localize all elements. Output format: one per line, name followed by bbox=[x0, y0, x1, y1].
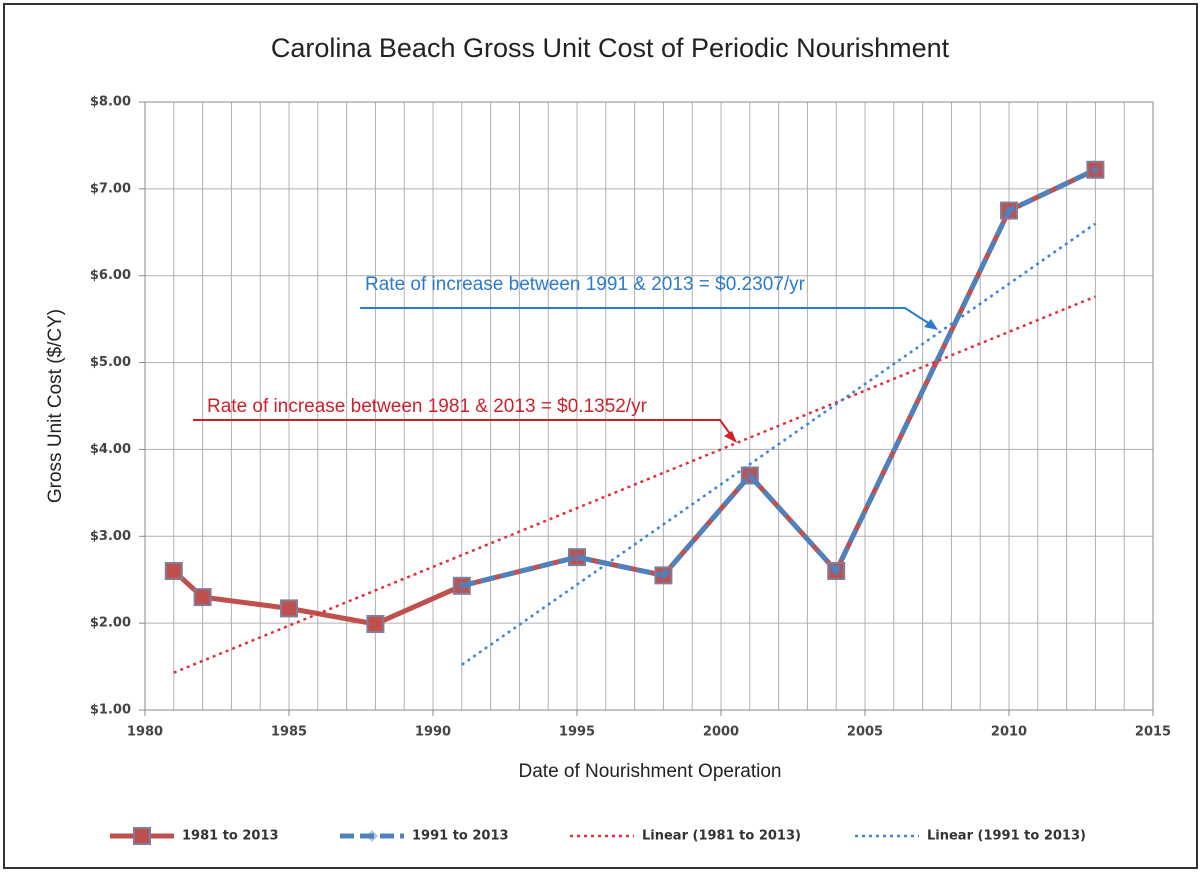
y-tick-label: $8.00 bbox=[90, 95, 131, 110]
marker bbox=[1003, 204, 1015, 217]
grid: 1980 1985 1990 1995 2000 2005 2010 2015 $1.00 $2.… bbox=[90, 95, 1171, 740]
marker bbox=[743, 469, 756, 482]
y-tick-label: $4.00 bbox=[90, 442, 131, 457]
chart-title: Carolina Beach Gross Unit Cost of Period… bbox=[271, 33, 950, 63]
x-tick-label: 2010 bbox=[991, 725, 1027, 740]
y-tick-label: $7.00 bbox=[90, 181, 131, 196]
marker bbox=[1089, 163, 1102, 176]
plot bbox=[164, 160, 1105, 674]
marker bbox=[366, 830, 378, 842]
x-tick-label: 2015 bbox=[1135, 725, 1171, 740]
x-tick-label: 2005 bbox=[847, 725, 883, 740]
annotation: Rate of increase between 1991 & 2013 = $… bbox=[365, 274, 806, 295]
marker bbox=[280, 599, 298, 618]
marker bbox=[571, 551, 583, 564]
marker bbox=[193, 588, 212, 607]
y-tick-label: $2.00 bbox=[90, 616, 131, 631]
y-axis-label: Gross Unit Cost ($/CY) bbox=[45, 309, 66, 503]
marker bbox=[164, 562, 183, 581]
series-line bbox=[461, 167, 1097, 589]
marker bbox=[830, 565, 843, 578]
arrow-head bbox=[724, 431, 737, 443]
x-tick-label: 1980 bbox=[127, 725, 163, 740]
marker bbox=[366, 615, 385, 634]
annotation-arrow bbox=[193, 419, 734, 439]
series-line bbox=[461, 222, 1097, 666]
legend-label: Linear (1981 to 2013) bbox=[642, 829, 801, 844]
legend-label: Linear (1991 to 2013) bbox=[927, 829, 1086, 844]
series-line bbox=[173, 295, 1096, 674]
y-tick-label: $5.00 bbox=[90, 355, 131, 370]
legend-label: 1981 to 2013 bbox=[182, 829, 279, 844]
marker bbox=[133, 827, 151, 845]
x-tick-label: 2000 bbox=[703, 725, 739, 740]
arrow-head bbox=[924, 319, 938, 330]
marker bbox=[657, 569, 670, 582]
x-tick-label: 1985 bbox=[271, 725, 307, 740]
y-tick-label: $6.00 bbox=[90, 268, 131, 283]
y-tick-label: $3.00 bbox=[90, 529, 131, 544]
x-tick-label: 1995 bbox=[559, 725, 595, 740]
x-tick-label: 1990 bbox=[415, 725, 451, 740]
annotation: Rate of increase between 1981 & 2013 = $… bbox=[207, 396, 648, 417]
annotation-arrow bbox=[360, 307, 934, 327]
plot-border bbox=[144, 101, 1154, 711]
y-tick-label: $1.00 bbox=[90, 703, 131, 718]
legend: 1981 to 2013 1991 to 2013 Linear (1981 to … bbox=[110, 827, 1086, 845]
x-axis-label: Date of Nourishment Operation bbox=[519, 761, 782, 782]
legend-label: 1991 to 2013 bbox=[412, 829, 509, 844]
marker bbox=[455, 579, 468, 592]
